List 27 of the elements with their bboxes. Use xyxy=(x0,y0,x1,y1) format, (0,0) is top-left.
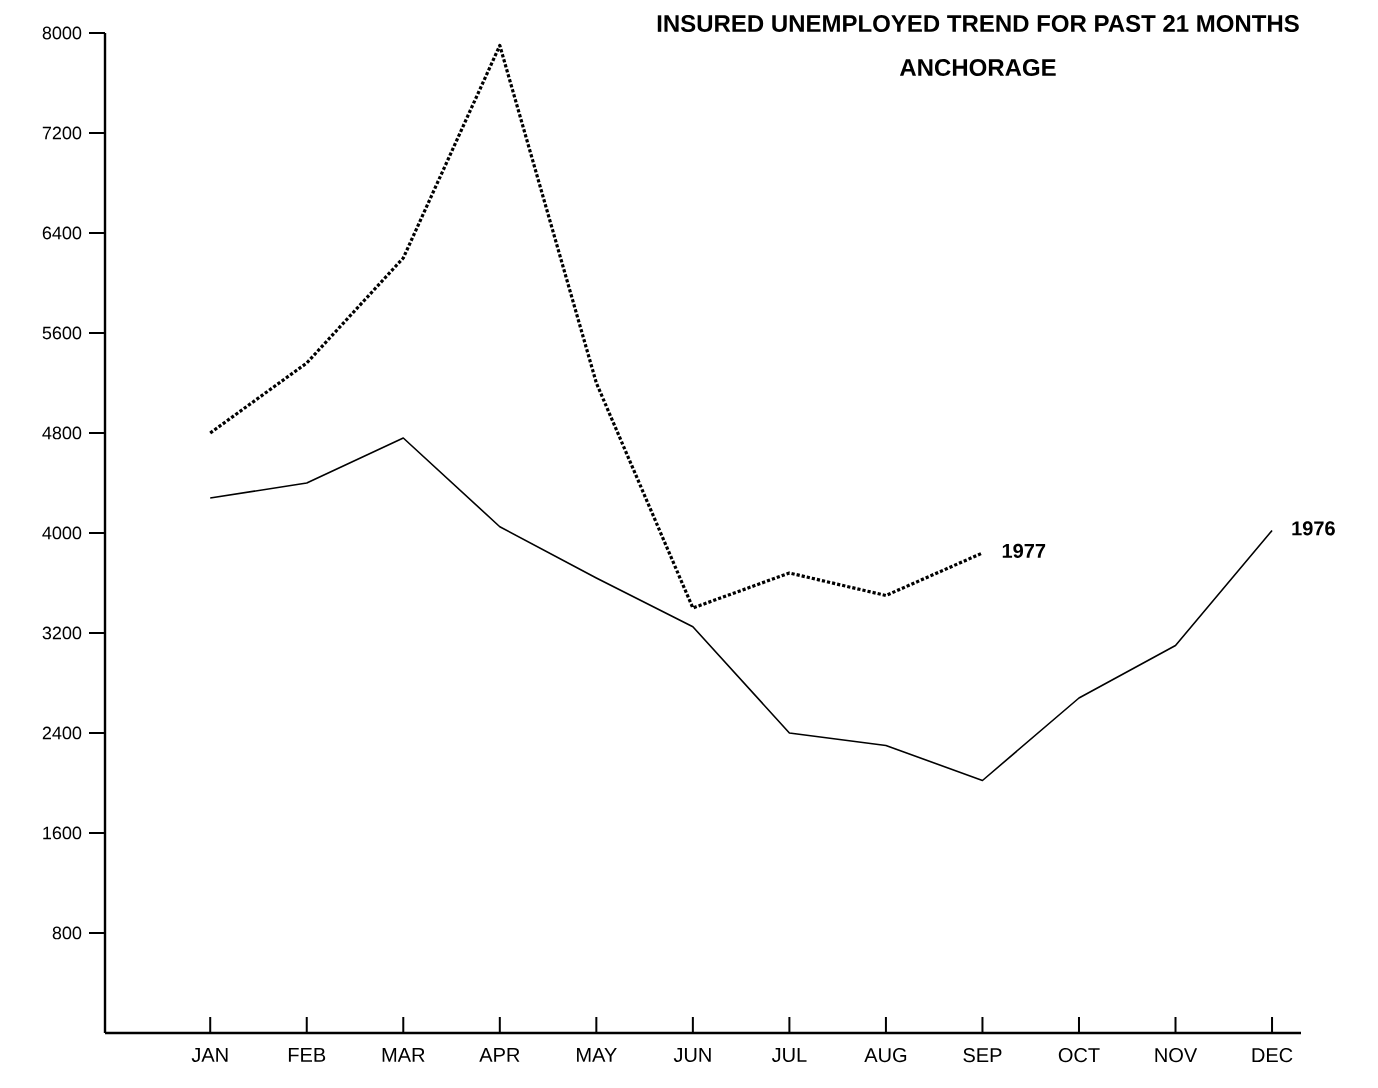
x-tick-label: NOV xyxy=(1155,1048,1198,1063)
x-tick-label: MAY xyxy=(577,1048,617,1062)
text: ANCHORAGE xyxy=(899,59,1056,77)
x-tick-label: DEC xyxy=(1252,1048,1293,1063)
x-tick-label: JAN xyxy=(191,1048,228,1062)
x-tick-label: SEP xyxy=(963,1048,1002,1063)
x-tick-label: JUN xyxy=(673,1048,711,1062)
y-tick-label: 2400 xyxy=(42,726,82,740)
x-tick-label: JUL xyxy=(771,1048,807,1062)
series-label: 1976 xyxy=(1292,521,1335,536)
x-tick-label: MAR xyxy=(382,1048,425,1062)
y-tick-label: 8000 xyxy=(42,26,82,40)
x-tick-label: APR xyxy=(479,1048,520,1062)
y-tick-label: 800 xyxy=(52,926,82,940)
y-tick-label: 6400 xyxy=(42,226,82,240)
series-label: 1977 xyxy=(1002,543,1046,558)
line-series xyxy=(209,437,1273,782)
y-tick-label: 3200 xyxy=(42,626,82,640)
y-tick-label: 7200 xyxy=(42,126,82,140)
y-tick-label: 1600 xyxy=(43,826,82,840)
y-tick-label: 5600 xyxy=(42,326,82,340)
chart-title: INSURED UNEMPLOYED TREND FOR PAST 21 MONTHS xyxy=(657,15,1299,33)
y-tick-label: 4000 xyxy=(42,526,82,540)
x-tick-label: FEB xyxy=(288,1048,326,1062)
x-tick-label: AUG xyxy=(864,1048,907,1063)
x-tick-label: OCT xyxy=(1058,1048,1100,1063)
y-tick-label: 4800 xyxy=(42,426,82,440)
